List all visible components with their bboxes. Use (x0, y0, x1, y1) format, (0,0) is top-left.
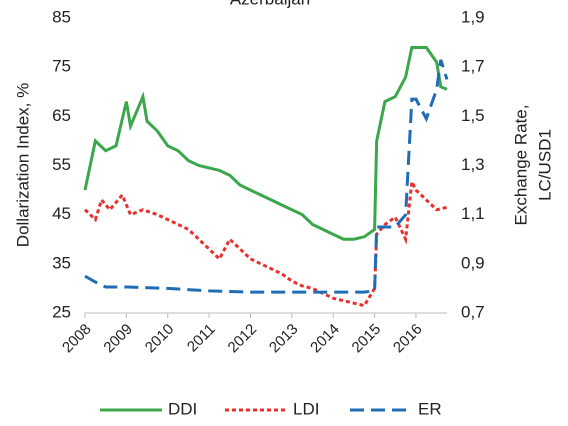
x-tick-label: 2015 (349, 321, 385, 357)
series-line (83, 176, 448, 308)
y2-tick-label: 1,7 (461, 57, 485, 76)
chart-title: Azerbaijan (230, 0, 310, 8)
y2-tick-label: 0,7 (461, 302, 485, 321)
y-tick-label: 35 (52, 253, 71, 272)
x-tick-label: 2013 (266, 321, 302, 357)
x-tick-label: 2012 (224, 321, 260, 357)
legend-label: DDI (168, 399, 197, 418)
y-tick-label: 85 (52, 7, 71, 26)
y2-tick-label: 1,1 (461, 204, 485, 223)
y-tick-label: 25 (52, 302, 71, 321)
x-tick-label: 2014 (307, 321, 343, 357)
y2-axis-label: Exchange Rate, (511, 105, 530, 226)
series-line (84, 59, 449, 294)
y2-axis-label: LC/USD1 (535, 129, 554, 201)
x-tick-label: 2008 (59, 321, 95, 357)
y2-tick-label: 0,9 (461, 253, 485, 272)
legend-label: ER (418, 399, 442, 418)
x-tick-label: 2016 (390, 321, 426, 357)
y-tick-label: 55 (52, 155, 71, 174)
y-tick-label: 65 (52, 106, 71, 125)
x-tick-label: 2009 (100, 321, 136, 357)
legend-label: LDI (293, 399, 319, 418)
y2-tick-label: 1,3 (461, 155, 485, 174)
y-axis-label: Dollarization Index, % (13, 83, 32, 247)
x-tick-label: 2010 (142, 321, 178, 357)
y-tick-label: 75 (52, 57, 71, 76)
y2-tick-label: 1,5 (461, 106, 485, 125)
y2-tick-label: 1,9 (461, 7, 485, 26)
series-line (83, 46, 448, 241)
x-tick-label: 2011 (184, 321, 219, 356)
y-tick-label: 45 (52, 204, 71, 223)
